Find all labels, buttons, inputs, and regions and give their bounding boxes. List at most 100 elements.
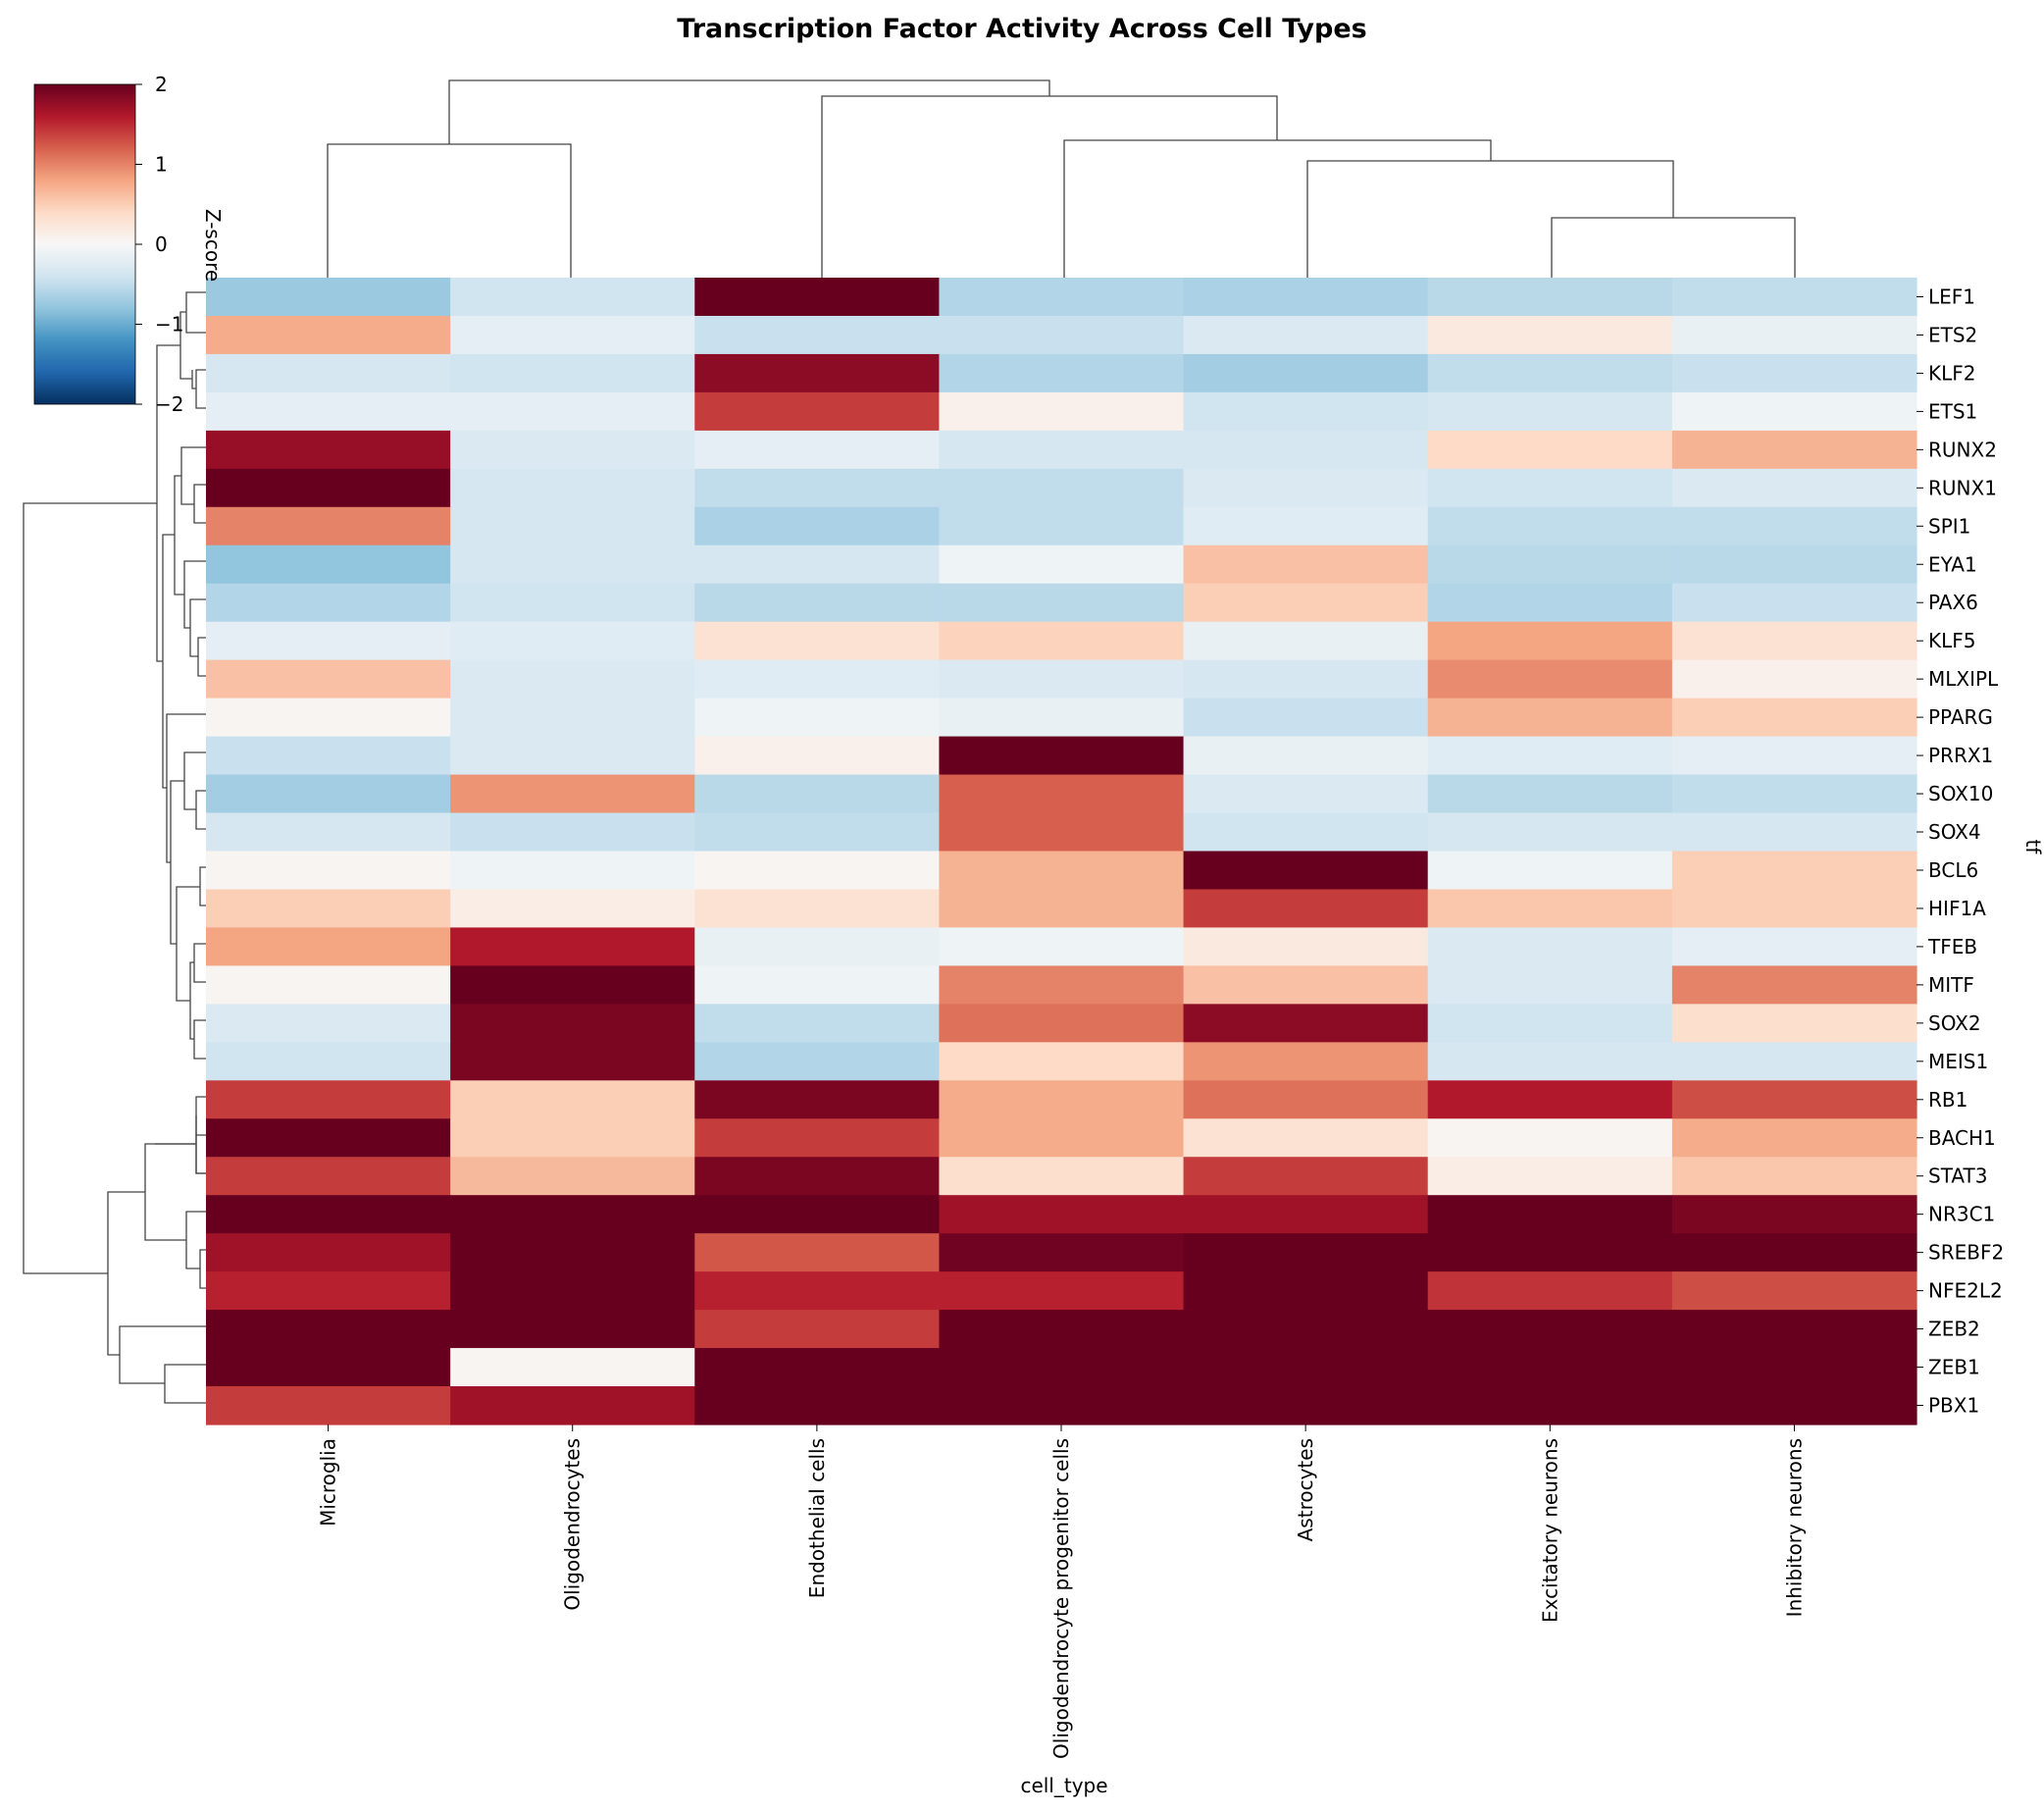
- heatmap-cell-prrx1-3: [939, 736, 1185, 776]
- row-label-prrx1: PRRX1: [1928, 744, 1993, 767]
- heatmap-cell-rb1-5: [1427, 1080, 1673, 1119]
- heatmap-cell-pax6-0: [206, 583, 451, 623]
- heatmap-cell-sox10-5: [1427, 774, 1673, 814]
- heatmap-cell-hif1a-3: [939, 889, 1185, 929]
- heatmap-cell-ets2-2: [694, 315, 941, 355]
- row-label-eya1: EYA1: [1928, 552, 1977, 576]
- heatmap-cell-sox4-5: [1427, 812, 1673, 853]
- heatmap-cell-bach1-1: [450, 1118, 695, 1158]
- heatmap-cell-klf2-0: [206, 353, 451, 393]
- heatmap-cell-ets1-0: [206, 391, 451, 432]
- heatmap-cell-nr3c1-5: [1427, 1195, 1673, 1234]
- heatmap-cell-sox2-3: [939, 1004, 1185, 1043]
- heatmap-cell-nr3c1-6: [1671, 1195, 1917, 1234]
- heatmap-cell-pax6-4: [1183, 583, 1429, 623]
- row-label-pax6: PAX6: [1928, 591, 1978, 614]
- heatmap-cell-klf5-5: [1427, 621, 1673, 661]
- heatmap-cell-mlxipl-5: [1427, 659, 1673, 699]
- column-label-6: Inhibitory neurons: [1782, 1438, 1806, 1617]
- heatmap-cell-mlxipl-3: [939, 659, 1185, 699]
- heatmap-cell-srebf2-1: [450, 1233, 695, 1272]
- heatmap-cell-runx1-4: [1183, 468, 1429, 508]
- heatmap-cell-runx2-3: [939, 430, 1185, 470]
- heatmap-cell-runx1-6: [1671, 468, 1917, 508]
- heatmap-cell-lef1-1: [450, 278, 695, 317]
- heatmap-cell-pax6-2: [694, 583, 941, 623]
- heatmap-cell-spi1-2: [694, 506, 941, 546]
- row-label-nr3c1: NR3C1: [1928, 1203, 1995, 1226]
- heatmap-cell-stat3-1: [450, 1157, 695, 1196]
- heatmap-cell-nr3c1-2: [694, 1195, 941, 1234]
- heatmap-cell-eya1-2: [694, 544, 941, 585]
- heatmap-cell-klf5-2: [694, 621, 941, 661]
- heatmap-cell-eya1-0: [206, 544, 451, 585]
- heatmap-cell-pax6-1: [450, 583, 695, 623]
- heatmap-cell-tfeb-0: [206, 927, 451, 966]
- row-label-rb1: RB1: [1928, 1088, 1967, 1112]
- heatmap-cell-pparg-3: [939, 698, 1185, 738]
- row-tick-labels: LEF1 ETS2 KLF2 ETS1 RUNX2 RUNX1 SPI1 EYA1 PAX6 KL…: [1927, 285, 2004, 1417]
- heatmap-cell-ets2-0: [206, 315, 451, 355]
- heatmap-cell-spi1-3: [939, 506, 1185, 546]
- heatmap-cell-sox10-0: [206, 774, 451, 814]
- heatmap-cell-prrx1-0: [206, 736, 451, 776]
- heatmap-cell-bcl6-2: [694, 851, 941, 891]
- heatmap-cell-sox2-2: [694, 1004, 941, 1043]
- heatmap-cell-bcl6-3: [939, 851, 1185, 891]
- heatmap-cell-pparg-4: [1183, 698, 1429, 738]
- heatmap-cell-pbx1-5: [1427, 1386, 1673, 1425]
- heatmap-cell-sox4-0: [206, 812, 451, 853]
- heatmap-cell-bcl6-6: [1671, 851, 1917, 891]
- heatmap-cell-runx1-0: [206, 468, 451, 508]
- colorbar-tick-label: 1: [155, 153, 168, 177]
- heatmap-cell-tfeb-1: [450, 927, 695, 966]
- heatmap-cell-klf2-6: [1671, 353, 1917, 393]
- heatmap-cell-bach1-4: [1183, 1118, 1429, 1158]
- heatmap-cell-zeb1-1: [450, 1348, 695, 1387]
- row-label-srebf2: SREBF2: [1928, 1241, 2004, 1265]
- colorbar-tick-label: −1: [155, 313, 183, 337]
- x-axis-label: cell_type: [1020, 1774, 1107, 1797]
- column-tick-marks: [328, 1424, 1795, 1431]
- heatmap-cell-pbx1-1: [450, 1386, 695, 1425]
- heatmap-cell-zeb2-2: [694, 1310, 941, 1349]
- heatmap-cell-sox4-3: [939, 812, 1185, 853]
- heatmap-cells: [206, 278, 1917, 1425]
- heatmap-cell-ets2-6: [1671, 315, 1917, 355]
- heatmap-cell-spi1-1: [450, 506, 695, 546]
- heatmap-cell-eya1-4: [1183, 544, 1429, 585]
- heatmap-cell-sox2-6: [1671, 1004, 1917, 1043]
- heatmap-cell-mitf-6: [1671, 965, 1917, 1005]
- heatmap-cell-spi1-0: [206, 506, 451, 546]
- heatmap-cell-mlxipl-6: [1671, 659, 1917, 699]
- row-label-lef1: LEF1: [1928, 285, 1975, 308]
- heatmap-cell-sox10-1: [450, 774, 695, 814]
- row-label-bcl6: BCL6: [1928, 858, 1978, 882]
- heatmap-cell-pax6-3: [939, 583, 1185, 623]
- row-label-zeb2: ZEB2: [1928, 1318, 1980, 1341]
- heatmap-cell-srebf2-6: [1671, 1233, 1917, 1272]
- heatmap-cell-zeb2-6: [1671, 1310, 1917, 1349]
- row-label-sox4: SOX4: [1928, 820, 1981, 844]
- heatmap-cell-ets1-5: [1427, 391, 1673, 432]
- heatmap-cell-nfe2l2-5: [1427, 1271, 1673, 1311]
- heatmap-cell-nfe2l2-3: [939, 1271, 1185, 1311]
- colorbar-tick-label: 2: [155, 73, 168, 96]
- heatmap-cell-zeb1-5: [1427, 1348, 1673, 1387]
- heatmap-cell-tfeb-3: [939, 927, 1185, 966]
- heatmap-cell-pax6-5: [1427, 583, 1673, 623]
- row-label-pbx1: PBX1: [1928, 1394, 1979, 1418]
- heatmap-cell-runx2-0: [206, 430, 451, 470]
- heatmap-cell-bach1-5: [1427, 1118, 1673, 1158]
- heatmap-cell-klf2-1: [450, 353, 695, 393]
- heatmap-cell-meis1-2: [694, 1042, 941, 1081]
- heatmap-cell-pparg-2: [694, 698, 941, 738]
- heatmap-cell-zeb1-3: [939, 1348, 1185, 1387]
- row-label-sox2: SOX2: [1928, 1011, 1981, 1035]
- heatmap-cell-pbx1-4: [1183, 1386, 1429, 1425]
- row-label-bach1: BACH1: [1928, 1126, 1996, 1150]
- heatmap-cell-bcl6-5: [1427, 851, 1673, 891]
- heatmap-cell-sox2-5: [1427, 1004, 1673, 1043]
- heatmap-cell-srebf2-0: [206, 1233, 451, 1272]
